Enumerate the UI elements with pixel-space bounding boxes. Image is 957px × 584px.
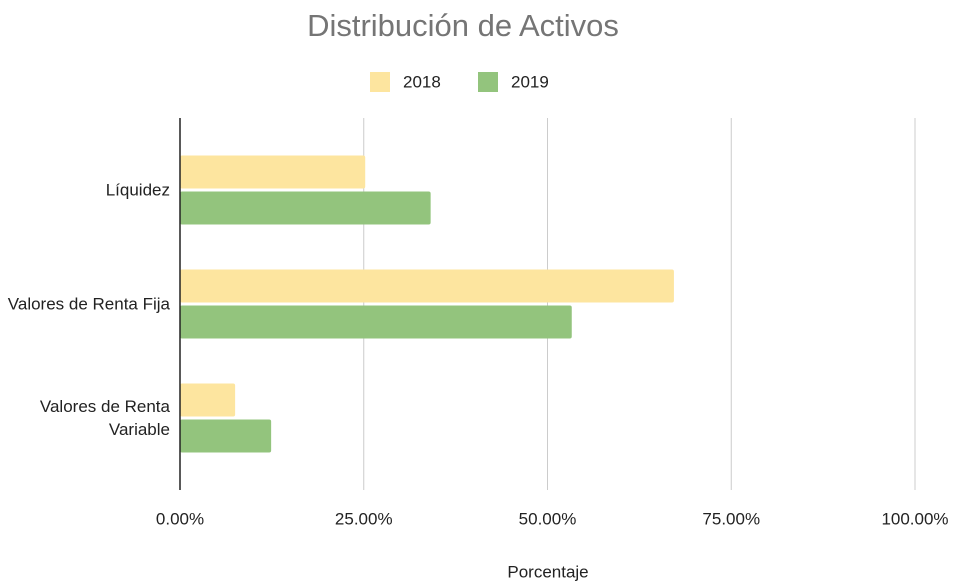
x-tick-label: 50.00% xyxy=(519,509,577,528)
x-tick-label: 0.00% xyxy=(156,509,204,528)
y-tick-label: Valores de Renta Fija xyxy=(7,294,170,314)
bar xyxy=(180,155,366,189)
legend-swatch xyxy=(478,72,498,92)
legend-swatch xyxy=(370,72,390,92)
bar xyxy=(180,191,431,225)
bar xyxy=(180,305,572,339)
x-axis-title: Porcentaje xyxy=(507,562,588,581)
y-tick-label: Líquidez xyxy=(105,180,170,200)
bar xyxy=(180,419,272,453)
chart-title: Distribución de Activos xyxy=(307,8,619,43)
x-tick-label: 25.00% xyxy=(335,509,393,528)
legend-label: 2019 xyxy=(511,72,549,91)
x-tick-label: 75.00% xyxy=(702,509,760,528)
bar xyxy=(180,269,674,303)
legend-label: 2018 xyxy=(403,72,441,91)
y-tick-label: Valores de Renta Variable xyxy=(39,397,170,439)
x-tick-label: 100.00% xyxy=(881,509,948,528)
bar xyxy=(180,383,236,417)
